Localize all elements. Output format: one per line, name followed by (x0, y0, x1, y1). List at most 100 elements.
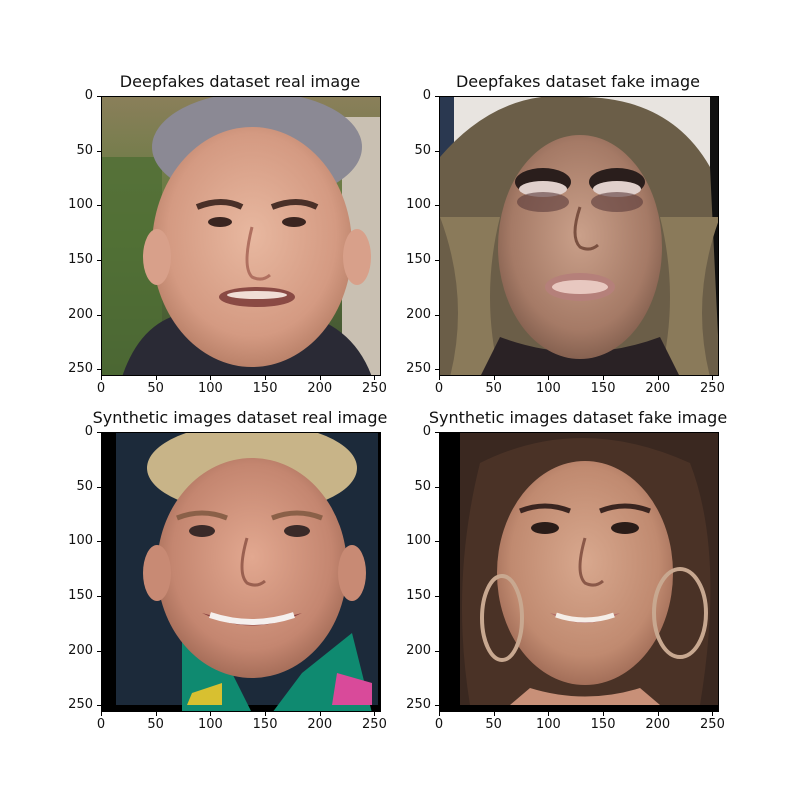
x-tickmark (265, 376, 267, 380)
y-tick-label: 0 (422, 88, 431, 103)
x-tick-label: 50 (147, 717, 164, 732)
y-tick-label: 50 (76, 478, 93, 494)
panel-title-synthetic-fake: Synthetic images dataset fake image (428, 408, 728, 427)
x-tick-label: 0 (434, 381, 444, 396)
y-tick-label: 150 (68, 588, 93, 604)
x-tick-label: 150 (590, 717, 616, 732)
y-tickmark (97, 150, 101, 152)
y-tickmark (435, 150, 439, 152)
x-tickmark (155, 376, 157, 380)
x-tickmark (265, 712, 267, 716)
x-tickmark (101, 376, 102, 380)
y-tick-label: 200 (68, 306, 93, 322)
x-tickmark (657, 712, 659, 716)
y-tick-label: 0 (84, 424, 93, 439)
x-tickmark (548, 712, 550, 716)
x-tick-label: 250 (362, 717, 387, 732)
x-tick-label: 0 (434, 717, 444, 732)
x-tickmark (603, 376, 605, 380)
x-tickmark (210, 712, 212, 716)
y-tick-label: 100 (406, 533, 431, 549)
x-tick-label: 50 (485, 381, 502, 396)
y-tickmark (435, 432, 439, 433)
y-tick-label: 50 (414, 142, 431, 158)
y-tick-label: 50 (76, 142, 93, 158)
y-tickmark (435, 314, 439, 316)
x-tick-label: 100 (197, 717, 223, 732)
x-tick-label: 100 (197, 381, 223, 396)
y-tickmark (435, 705, 439, 707)
y-tickmark (97, 432, 101, 433)
x-tick-label: 0 (96, 381, 106, 396)
y-tickmark (435, 260, 439, 262)
x-tickmark (439, 376, 440, 380)
y-tickmark (97, 260, 101, 262)
y-tick-label: 0 (84, 88, 93, 103)
panel-title-synthetic-real: Synthetic images dataset real image (92, 408, 388, 427)
x-tick-label: 50 (147, 381, 164, 396)
y-tickmark (435, 541, 439, 543)
y-tickmark (97, 705, 101, 707)
x-tick-label: 150 (252, 381, 278, 396)
y-tick-label: 150 (68, 252, 93, 268)
y-tick-label: 200 (406, 306, 431, 322)
x-tickmark (374, 376, 376, 380)
image-synthetic-real (101, 432, 381, 712)
x-tickmark (319, 376, 321, 380)
y-tick-label: 250 (406, 697, 431, 713)
x-tickmark (603, 712, 605, 716)
y-tickmark (435, 486, 439, 488)
x-tickmark (712, 712, 714, 716)
x-tick-label: 100 (535, 717, 561, 732)
image-synthetic-fake (439, 432, 719, 712)
panel-title-deepfakes-real: Deepfakes dataset real image (119, 72, 361, 91)
y-tick-label: 150 (406, 588, 431, 604)
x-tick-label: 50 (485, 717, 502, 732)
y-tickmark (97, 541, 101, 543)
y-tickmark (435, 205, 439, 207)
x-tickmark (657, 376, 659, 380)
y-tickmark (97, 96, 101, 97)
y-tickmark (435, 650, 439, 652)
x-tick-label: 200 (645, 381, 671, 396)
y-tickmark (97, 596, 101, 598)
x-tick-label: 250 (700, 717, 725, 732)
y-tickmark (435, 369, 439, 371)
y-tickmark (97, 486, 101, 488)
x-tick-label: 100 (535, 381, 561, 396)
x-tickmark (493, 712, 495, 716)
x-tickmark (210, 376, 212, 380)
x-tick-label: 150 (252, 717, 278, 732)
x-tickmark (548, 376, 550, 380)
x-tick-label: 250 (700, 381, 725, 396)
x-tickmark (439, 712, 440, 716)
x-tick-label: 200 (645, 717, 671, 732)
image-deepfakes-fake (439, 96, 719, 376)
x-tickmark (101, 712, 102, 716)
x-tickmark (493, 376, 495, 380)
image-deepfakes-real (101, 96, 381, 376)
y-tick-label: 0 (422, 424, 431, 439)
y-tick-label: 50 (414, 478, 431, 494)
y-tick-label: 100 (68, 533, 93, 549)
y-tickmark (97, 650, 101, 652)
y-tick-label: 100 (68, 197, 93, 213)
x-tick-label: 200 (307, 381, 333, 396)
y-tickmark (435, 96, 439, 97)
x-tickmark (319, 712, 321, 716)
x-tickmark (712, 376, 714, 380)
y-tick-label: 150 (406, 252, 431, 268)
y-tick-label: 100 (406, 197, 431, 213)
x-tick-label: 0 (96, 717, 106, 732)
y-tickmark (435, 596, 439, 598)
x-tick-label: 250 (362, 381, 387, 396)
y-tickmark (97, 369, 101, 371)
y-tick-label: 250 (68, 697, 93, 713)
x-tick-label: 150 (590, 381, 616, 396)
y-tickmark (97, 314, 101, 316)
x-tickmark (374, 712, 376, 716)
x-tick-label: 200 (307, 717, 333, 732)
y-tick-label: 250 (406, 361, 431, 377)
y-tick-label: 200 (406, 642, 431, 658)
y-tick-label: 200 (68, 642, 93, 658)
